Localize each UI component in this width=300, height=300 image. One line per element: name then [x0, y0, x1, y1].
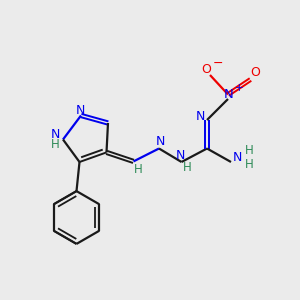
- Text: O: O: [250, 66, 260, 79]
- Text: H: H: [244, 158, 253, 171]
- Text: H: H: [183, 161, 192, 174]
- Text: O: O: [202, 63, 211, 76]
- Text: N: N: [233, 151, 242, 164]
- Text: N: N: [224, 88, 233, 101]
- Text: N: N: [51, 128, 60, 142]
- Text: H: H: [134, 163, 142, 176]
- Text: H: H: [51, 138, 60, 152]
- Text: N: N: [156, 135, 165, 148]
- Text: N: N: [196, 110, 205, 124]
- Text: −: −: [213, 57, 224, 70]
- Text: N: N: [175, 149, 185, 162]
- Text: N: N: [76, 103, 85, 117]
- Text: H: H: [244, 144, 253, 157]
- Text: +: +: [235, 82, 244, 93]
